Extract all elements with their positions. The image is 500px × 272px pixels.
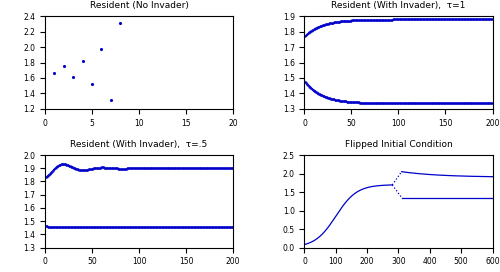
Title: Resident (No Invader): Resident (No Invader) (90, 1, 188, 10)
Title: Resident (With Invader),  τ=1: Resident (With Invader), τ=1 (332, 1, 466, 10)
Title: Resident (With Invader),  τ=.5: Resident (With Invader), τ=.5 (70, 140, 208, 149)
Title: Flipped Initial Condition: Flipped Initial Condition (344, 140, 453, 149)
